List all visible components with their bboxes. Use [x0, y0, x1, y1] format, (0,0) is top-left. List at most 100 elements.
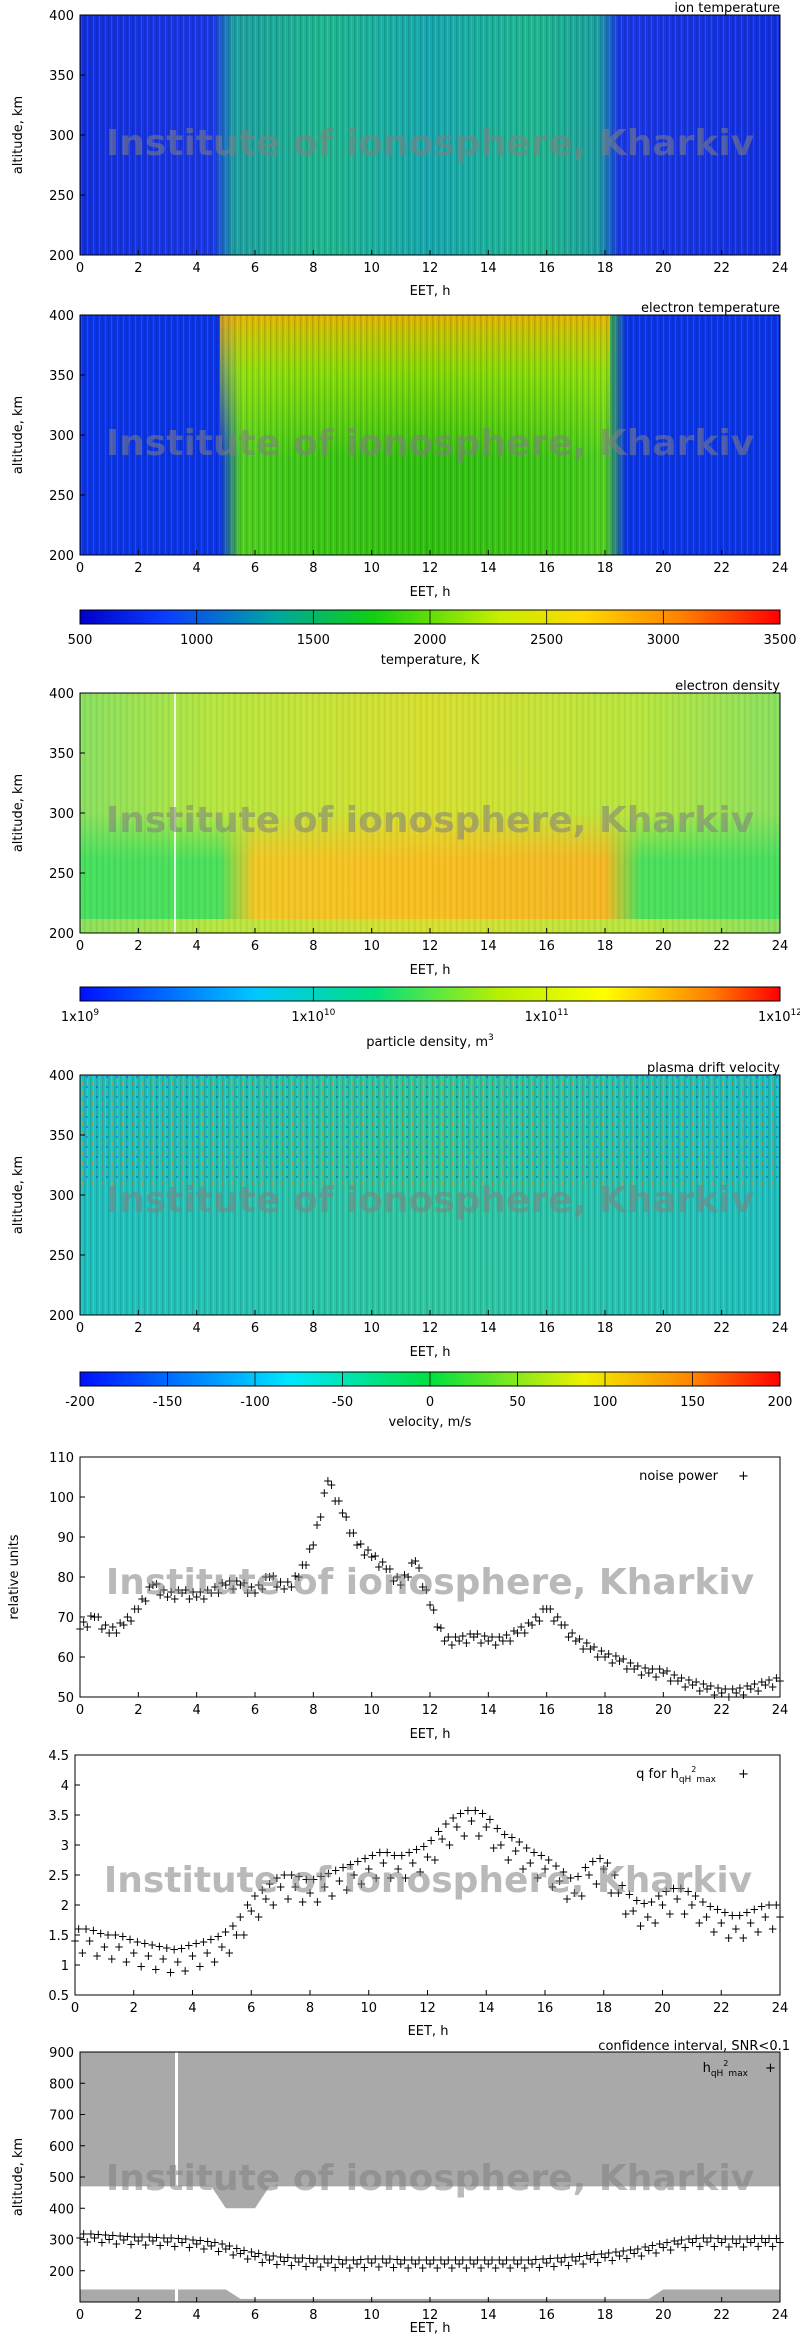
data-point: +	[97, 2236, 107, 2250]
data-point: +	[305, 1886, 315, 1900]
data-point: +	[540, 1862, 550, 1876]
y-tick-label: 900	[49, 2046, 74, 2061]
data-point: +	[618, 1652, 628, 1666]
data-point: +	[141, 1594, 151, 1608]
data-point: +	[90, 1610, 100, 1624]
data-point: +	[695, 2239, 705, 2253]
data-point: +	[562, 1892, 572, 1906]
watermark: Institute of ionosphere, Kharkiv	[106, 123, 754, 164]
data-point: +	[287, 1868, 297, 1882]
data-point: +	[198, 1935, 208, 1949]
data-point: +	[647, 2239, 657, 2253]
data-point: +	[294, 2255, 304, 2269]
data-point: +	[469, 1630, 479, 1644]
x-tick-label: 14	[480, 261, 497, 276]
data-point: +	[470, 1804, 480, 1818]
electron-density-panel: electron density 0 2 4 6 8 10 12 14 16 18 20 22 24 2…	[11, 679, 800, 1050]
data-point: +	[516, 2253, 526, 2267]
x-tick-label: 2	[134, 561, 142, 576]
data-point: +	[669, 2234, 679, 2248]
x-axis-label: EET, h	[410, 1345, 451, 1360]
data-point: +	[640, 1661, 650, 1675]
x-tick-label: 2	[134, 2308, 142, 2323]
data-point: +	[268, 1898, 278, 1912]
data-point: +	[173, 1583, 183, 1597]
data-point: +	[349, 1868, 359, 1882]
data-point: +	[566, 1871, 576, 1885]
colorbar-label: velocity, m/s	[389, 1415, 472, 1430]
data-point: +	[371, 1871, 381, 1885]
data-point: +	[239, 1928, 249, 1942]
data-point: +	[691, 2231, 701, 2245]
y-tick-label: 100	[49, 1491, 74, 1506]
data-point: +	[385, 2252, 395, 2266]
data-point: +	[753, 1684, 763, 1698]
data-point: +	[709, 1925, 719, 1939]
data-point: +	[320, 1880, 330, 1894]
data-point: +	[195, 1585, 205, 1599]
x-tick-label: 2	[134, 1321, 142, 1336]
data-point: +	[152, 1577, 162, 1591]
data-point: +	[749, 1677, 759, 1691]
data-point: +	[429, 1603, 439, 1617]
data-point: +	[589, 2248, 599, 2262]
x-tick-label: 22	[713, 2308, 730, 2323]
x-tick-label: 14	[480, 2308, 497, 2323]
x-tick-label: 8	[309, 1321, 317, 1336]
data-point: +	[567, 1626, 577, 1640]
data-point: +	[82, 2235, 92, 2249]
data-point: +	[290, 2251, 300, 2265]
data-point: +	[441, 1817, 451, 1831]
data-point: +	[312, 1895, 322, 1909]
data-point: +	[352, 1538, 362, 1552]
data-point: +	[279, 1868, 289, 1882]
data-point: +	[567, 2250, 577, 2264]
legend-label: noise power	[639, 1469, 719, 1484]
data-point: +	[232, 2241, 242, 2255]
data-point: +	[775, 1910, 785, 1924]
data-point: +	[108, 1620, 118, 1634]
data-point: +	[731, 1686, 741, 1700]
data-point: +	[571, 1634, 581, 1648]
x-tick-label: 16	[538, 261, 555, 276]
data-point: +	[753, 2240, 763, 2254]
data-point: +	[283, 1575, 293, 1589]
watermark: Institute of ionosphere, Kharkiv	[104, 1860, 752, 1901]
y-tick-label: 60	[57, 1651, 74, 1666]
legend-marker: +	[738, 1469, 749, 1484]
y-tick-label: 300	[49, 429, 74, 444]
data-point: +	[724, 1931, 734, 1945]
data-point: +	[115, 2229, 125, 2243]
data-point: +	[243, 1898, 253, 1912]
data-point: +	[217, 2237, 227, 2251]
data-point: +	[432, 1620, 442, 1634]
data-point: +	[382, 1846, 392, 1860]
data-point: +	[527, 2257, 537, 2271]
x-tick-label: 8	[309, 2308, 317, 2323]
data-point: +	[452, 1820, 462, 1834]
plasma-drift-velocity-panel: plasma drift velocity 0 2 4 6 8 10 12 14 16 18 20 2…	[11, 1061, 792, 1430]
data-point: +	[107, 1952, 117, 1966]
data-point: +	[553, 2251, 563, 2265]
data-point: +	[520, 1626, 530, 1640]
data-point: +	[221, 1578, 231, 1592]
legend-marker: +	[765, 2061, 776, 2076]
y-axis-label: altitude, km	[11, 774, 26, 852]
data-point: +	[378, 1856, 388, 1870]
data-point: +	[593, 2255, 603, 2269]
data-point: +	[286, 1580, 296, 1594]
q-panel: ++++++++++++++++++++++++++++++++++++++++…	[48, 1749, 788, 2039]
x-tick-label: 12	[422, 939, 439, 954]
data-point: +	[498, 2257, 508, 2271]
data-point: +	[367, 1550, 377, 1564]
data-point: +	[643, 1910, 653, 1924]
data-point: +	[257, 1582, 267, 1596]
data-point: +	[389, 2260, 399, 2274]
data-point: +	[522, 1841, 532, 1855]
legend-marker: +	[738, 1767, 749, 1782]
data-point: +	[184, 1592, 194, 1606]
data-point: +	[771, 1671, 781, 1685]
data-point: +	[749, 1903, 759, 1917]
data-point: +	[404, 1846, 414, 1860]
data-point: +	[469, 2257, 479, 2271]
